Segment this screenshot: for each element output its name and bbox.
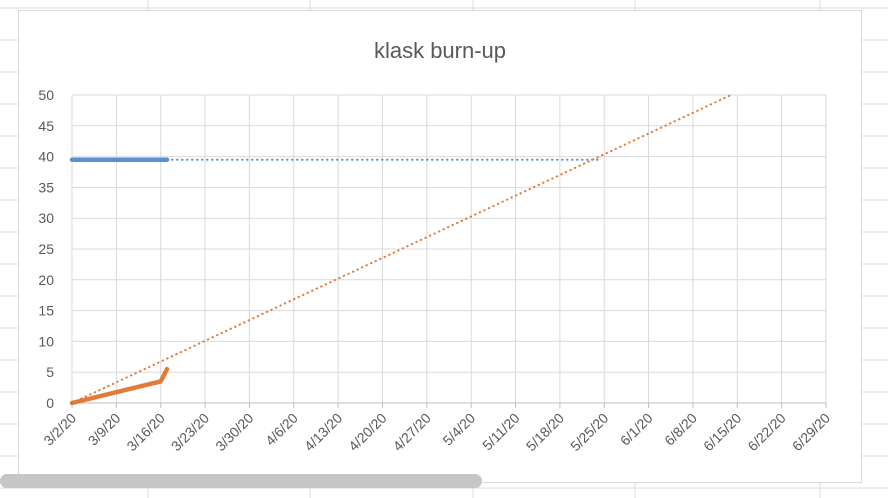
x-tick-label: 5/25/20 bbox=[567, 410, 611, 454]
x-tick-label: 6/29/20 bbox=[789, 410, 833, 454]
y-tick-label: 0 bbox=[46, 395, 54, 411]
x-tick-label: 6/8/20 bbox=[661, 410, 700, 449]
y-tick-label: 20 bbox=[38, 272, 54, 288]
x-tick-label: 3/23/20 bbox=[168, 410, 212, 454]
x-tick-label: 4/27/20 bbox=[390, 410, 434, 454]
y-tick-label: 45 bbox=[38, 118, 54, 134]
x-tick-label: 3/2/20 bbox=[40, 410, 79, 449]
done-series-line bbox=[69, 366, 170, 406]
x-tick-label: 4/13/20 bbox=[301, 410, 345, 454]
x-tick-label: 4/20/20 bbox=[345, 410, 389, 454]
y-tick-label: 25 bbox=[38, 241, 54, 257]
y-tick-label: 30 bbox=[38, 210, 54, 226]
x-tick-label: 5/18/20 bbox=[523, 410, 567, 454]
y-tick-label: 10 bbox=[38, 333, 54, 349]
chart-title: klask burn-up bbox=[373, 38, 507, 63]
x-tick-label: 3/16/20 bbox=[123, 410, 167, 454]
x-tick-label: 5/4/20 bbox=[439, 410, 478, 449]
y-tick-label: 40 bbox=[38, 149, 54, 165]
x-tick-label: 5/11/20 bbox=[479, 410, 523, 454]
y-tick-label: 5 bbox=[46, 364, 54, 380]
x-tick-label: 6/15/20 bbox=[700, 410, 744, 454]
x-tick-label: 3/30/20 bbox=[212, 410, 256, 454]
done-trendline bbox=[71, 94, 732, 404]
y-tick-label: 50 bbox=[38, 87, 54, 103]
horizontal-scrollbar[interactable] bbox=[0, 474, 482, 488]
x-tick-label: 6/22/20 bbox=[744, 410, 788, 454]
y-tick-label: 15 bbox=[38, 303, 54, 319]
chart-area[interactable] bbox=[18, 10, 862, 483]
y-tick-label: 35 bbox=[38, 179, 54, 195]
x-tick-label: 3/9/20 bbox=[85, 410, 124, 449]
x-tick-label: 4/6/20 bbox=[262, 410, 301, 449]
x-tick-label: 6/1/20 bbox=[617, 410, 656, 449]
